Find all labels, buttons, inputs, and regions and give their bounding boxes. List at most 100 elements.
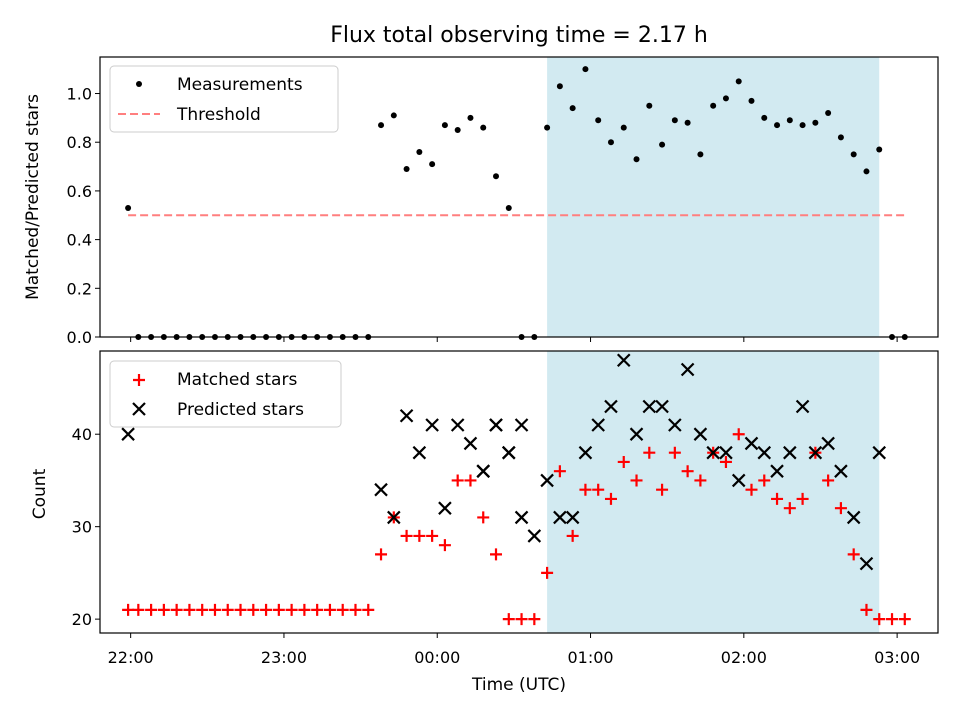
bottom-y-tick-label: 20	[72, 610, 92, 629]
predicted-star-point	[783, 445, 797, 460]
legend-threshold-label: Threshold	[176, 105, 261, 125]
predicted-star-point	[731, 473, 746, 488]
predicted-star-point	[604, 399, 618, 414]
predicted-star-point	[655, 399, 669, 414]
predicted-star-point	[693, 427, 708, 441]
measurement-point	[684, 119, 691, 126]
measurement-point	[863, 168, 870, 175]
matched-star-point	[298, 603, 311, 616]
predicted-star-point	[629, 427, 644, 441]
matched-star-point	[183, 603, 196, 616]
matched-star-point	[515, 613, 528, 626]
matched-star-point	[234, 603, 247, 616]
predicted-star-point	[463, 436, 478, 451]
measurement-point	[505, 204, 512, 211]
measurement-point	[825, 110, 832, 116]
matched-star-point	[771, 492, 784, 505]
legend-matched-label: Matched stars	[177, 370, 297, 390]
matched-star-point	[477, 511, 490, 524]
matched-star-point	[745, 483, 758, 496]
matched-star-point	[170, 603, 183, 616]
matched-star-point	[132, 603, 145, 616]
x-tick-label: 23:00	[261, 648, 307, 667]
predicted-star-point	[872, 445, 887, 460]
predicted-star-point	[450, 418, 465, 432]
matched-star-point	[822, 474, 835, 487]
x-tick-label: 00:00	[414, 648, 460, 667]
bottom-highlight-span	[547, 351, 880, 633]
bottom-legend: Matched stars Predicted stars	[109, 360, 342, 428]
matched-star-point	[668, 446, 681, 459]
measurement-point	[125, 204, 132, 211]
measurement-point	[837, 134, 844, 141]
matched-star-point	[157, 603, 170, 616]
measurement-point	[735, 78, 742, 85]
measurement-point	[480, 124, 487, 131]
measurement-point	[607, 139, 614, 146]
matched-star-point	[272, 603, 285, 616]
predicted-star-point	[514, 418, 529, 432]
measurement-point	[544, 124, 551, 131]
matched-star-point	[247, 603, 260, 616]
measurement-point	[722, 95, 729, 102]
measurement-point	[786, 117, 793, 124]
top-y-tick-label: 0.2	[67, 279, 92, 298]
predicted-star-point	[399, 408, 414, 423]
legend-measurements-marker	[136, 81, 142, 87]
bottom-y-tick-label: 40	[72, 425, 92, 444]
measurement-point	[633, 156, 640, 163]
measurement-point	[659, 141, 666, 148]
matched-star-point	[490, 548, 503, 561]
predicted-star-point	[846, 510, 861, 525]
top-highlight-span	[547, 57, 880, 337]
matched-star-point	[362, 603, 375, 616]
predicted-star-point	[374, 482, 388, 497]
matched-star-point	[145, 603, 158, 616]
matched-star-point	[311, 603, 324, 616]
x-tick-label: 02:00	[721, 648, 767, 667]
predicted-star-point	[859, 556, 874, 571]
matched-star-point	[260, 603, 273, 616]
top-plot-frame	[99, 56, 939, 338]
legend-matched-marker	[133, 374, 145, 386]
matched-star-point	[719, 455, 732, 468]
predicted-star-point	[668, 418, 682, 432]
matched-star-point	[579, 483, 592, 496]
matched-star-point	[758, 474, 771, 487]
chart-title: Flux total observing time = 2.17 h	[330, 23, 708, 48]
matched-star-point	[122, 603, 135, 616]
matched-star-point	[566, 529, 579, 542]
measurement-point	[876, 146, 883, 153]
matched-star-point	[528, 613, 541, 626]
measurement-point	[761, 114, 768, 121]
bottom-panel: 20 30 40 22:00 23:00 00:00 01:00 02:00 03:00 Co…	[30, 350, 939, 695]
matched-star-point	[732, 428, 745, 441]
x-tick-label: 01:00	[567, 648, 613, 667]
predicted-star-point	[834, 464, 848, 478]
measurement-point	[556, 83, 563, 90]
measurement-point	[595, 117, 602, 124]
predicted-star-point	[553, 510, 567, 525]
measurement-point	[582, 66, 589, 73]
matched-star-point	[873, 613, 886, 626]
measurement-point	[671, 117, 678, 124]
legend-measurements-label: Measurements	[177, 75, 303, 95]
measurement-point	[416, 148, 423, 155]
matched-star-point	[630, 474, 643, 487]
measurement-point	[390, 112, 397, 119]
bottom-y-tick-label: 30	[72, 518, 92, 537]
measurement-point	[378, 122, 385, 129]
top-y-axis-label: Matched/Predicted stars	[23, 94, 43, 300]
matched-star-point	[375, 548, 388, 561]
measurement-point	[403, 166, 410, 172]
matched-star-point	[464, 474, 477, 487]
predicted-star-point	[387, 510, 401, 525]
top-panel: 0.0 0.2 0.4 0.6 0.8 1.0 Matched/Predicted sta…	[23, 56, 939, 347]
matched-star-point	[426, 529, 439, 542]
predicted-star-point	[412, 445, 427, 460]
matched-star-point	[323, 603, 336, 616]
bottom-legend-box	[109, 360, 342, 428]
measurement-point	[774, 122, 781, 129]
measurement-point	[429, 161, 436, 168]
